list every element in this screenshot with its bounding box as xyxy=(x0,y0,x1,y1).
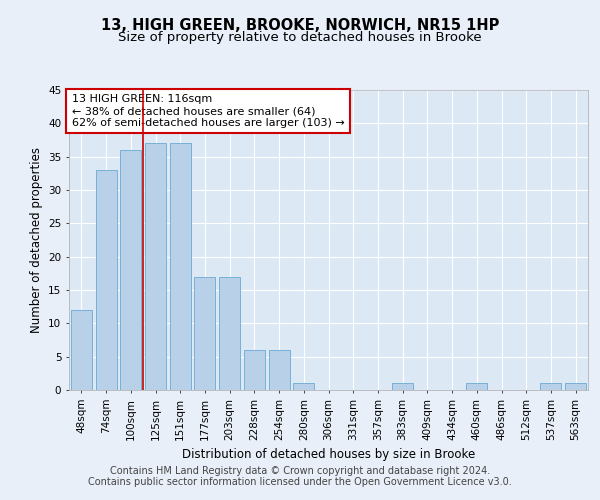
Bar xyxy=(541,384,562,390)
Bar xyxy=(269,350,290,390)
Bar xyxy=(293,384,314,390)
Text: Contains HM Land Registry data © Crown copyright and database right 2024.: Contains HM Land Registry data © Crown c… xyxy=(110,466,490,476)
Bar xyxy=(565,384,586,390)
Bar xyxy=(170,144,191,390)
Y-axis label: Number of detached properties: Number of detached properties xyxy=(29,147,43,333)
Bar xyxy=(145,144,166,390)
Bar xyxy=(466,384,487,390)
Text: Size of property relative to detached houses in Brooke: Size of property relative to detached ho… xyxy=(118,31,482,44)
X-axis label: Distribution of detached houses by size in Brooke: Distribution of detached houses by size … xyxy=(182,448,475,461)
Text: 13 HIGH GREEN: 116sqm
← 38% of detached houses are smaller (64)
62% of semi-deta: 13 HIGH GREEN: 116sqm ← 38% of detached … xyxy=(71,94,344,128)
Bar xyxy=(120,150,141,390)
Bar xyxy=(219,276,240,390)
Text: Contains public sector information licensed under the Open Government Licence v3: Contains public sector information licen… xyxy=(88,477,512,487)
Text: 13, HIGH GREEN, BROOKE, NORWICH, NR15 1HP: 13, HIGH GREEN, BROOKE, NORWICH, NR15 1H… xyxy=(101,18,499,32)
Bar xyxy=(194,276,215,390)
Bar xyxy=(95,170,116,390)
Bar xyxy=(71,310,92,390)
Bar xyxy=(244,350,265,390)
Bar xyxy=(392,384,413,390)
